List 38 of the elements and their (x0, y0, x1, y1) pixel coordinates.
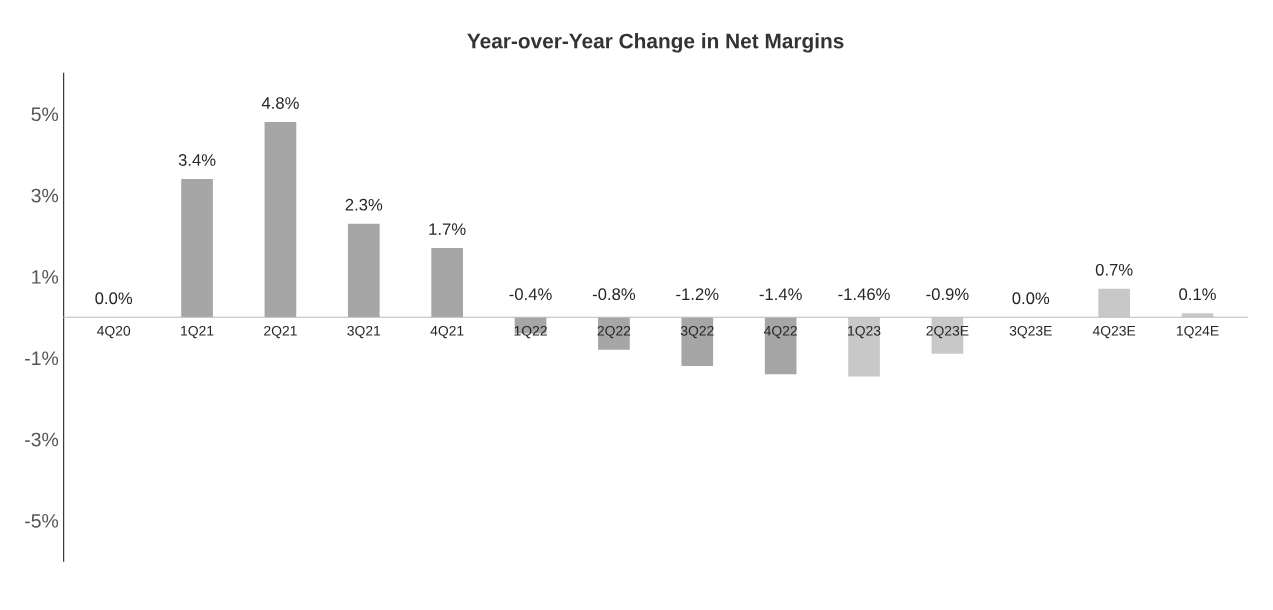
data-label: -0.8% (592, 288, 636, 301)
bar (848, 317, 880, 377)
y-tick-label: 5% (31, 107, 59, 122)
x-tick-label: 4Q20 (97, 325, 131, 339)
data-label: 0.7% (1095, 263, 1133, 276)
x-tick-label: 2Q23E (926, 325, 969, 339)
y-tick-label: -3% (25, 432, 59, 447)
bar (431, 248, 463, 318)
x-tick-label: 1Q23 (848, 325, 881, 339)
bar (1098, 288, 1130, 318)
data-label: 0.0% (95, 292, 133, 305)
bar (1181, 313, 1214, 318)
data-label: 4.8% (261, 97, 299, 109)
y-tick-label: -1% (25, 351, 59, 366)
y-tick-label: 3% (31, 188, 59, 203)
x-tick-label: 3Q23E (1009, 325, 1052, 339)
data-label: 2.3% (345, 198, 383, 211)
x-tick-label: 2Q21 (264, 325, 297, 339)
data-label: 1.7% (429, 223, 466, 235)
data-label: -0.4% (509, 288, 552, 301)
data-label: -1.46% (838, 288, 890, 301)
x-tick-label: 3Q21 (347, 325, 381, 339)
bar (264, 122, 297, 318)
x-tick-label: 1Q24E (1176, 325, 1219, 339)
data-label: 0.1% (1179, 288, 1216, 301)
y-tick-label: 1% (32, 270, 59, 284)
data-label: -0.9% (926, 288, 969, 301)
y-tick-label: -5% (25, 514, 59, 528)
x-tick-label: 1Q21 (181, 325, 214, 339)
x-tick-label: 4Q23E (1092, 325, 1136, 339)
data-label: 0.0% (1012, 292, 1050, 305)
chart-title: Year-over-Year Change in Net Margins (467, 33, 844, 53)
data-label: 3.4% (178, 154, 216, 166)
bar (181, 178, 213, 318)
data-label: -1.4% (759, 288, 802, 301)
bar (347, 223, 380, 318)
x-tick-label: 4Q21 (430, 325, 464, 339)
data-label: -1.2% (676, 288, 719, 301)
